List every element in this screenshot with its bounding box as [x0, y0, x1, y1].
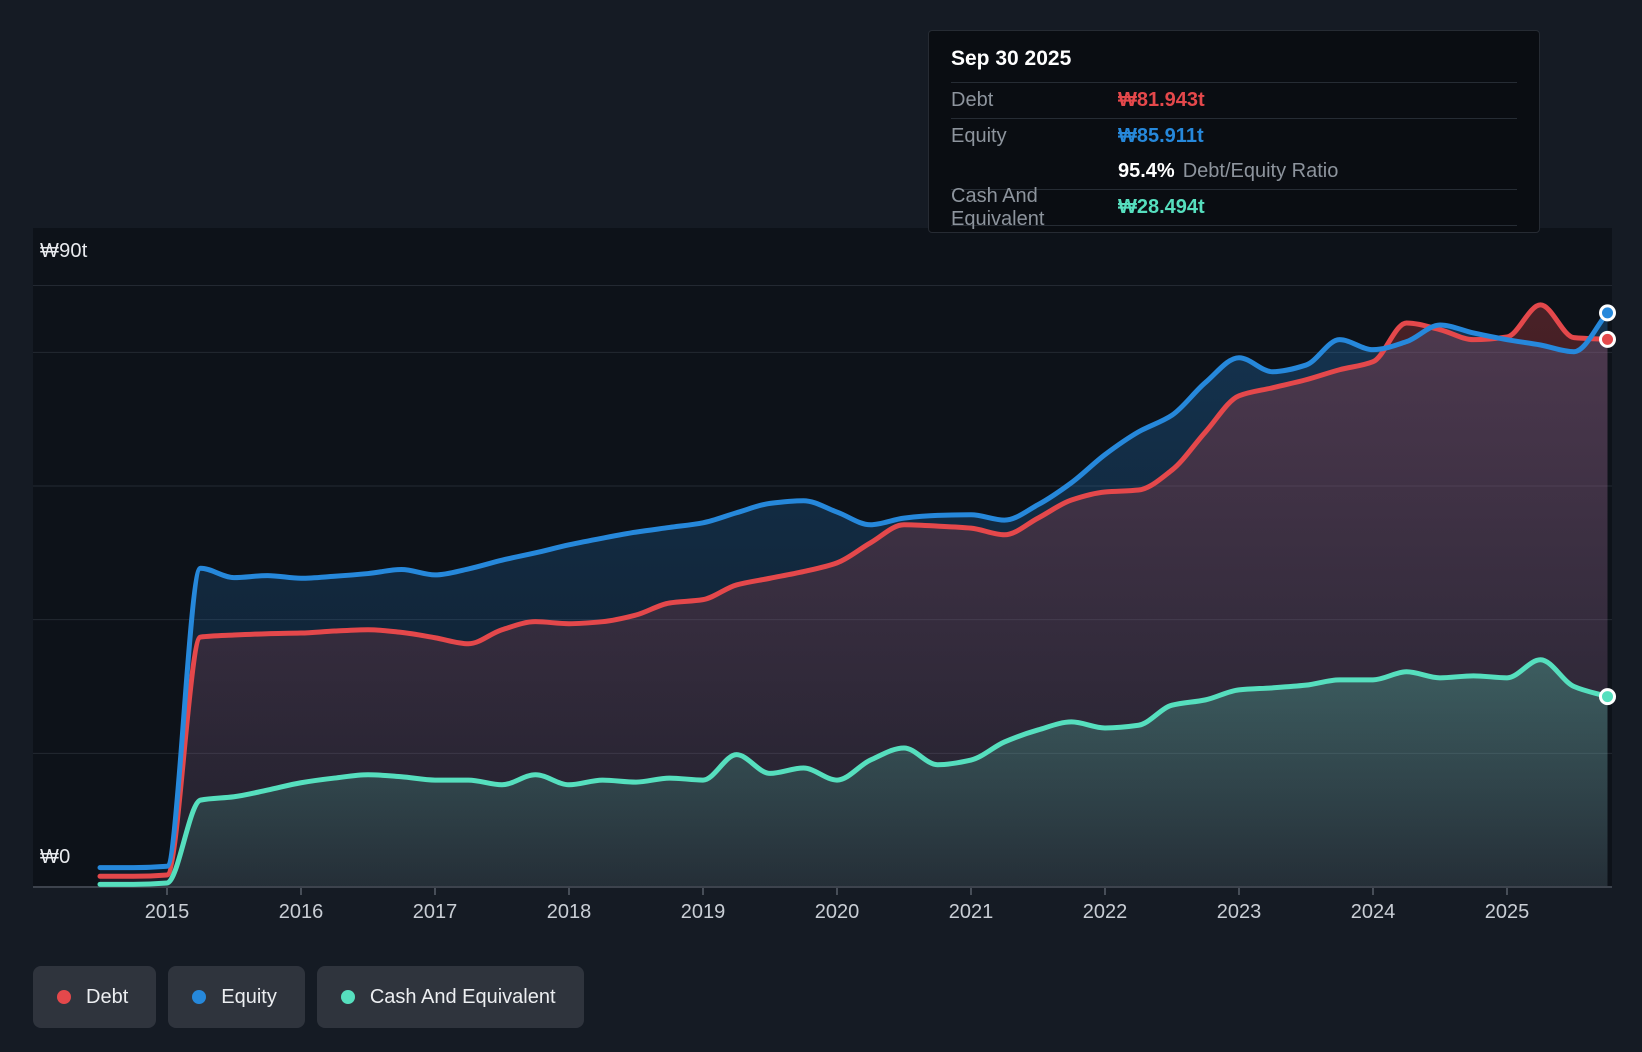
y-axis-label-90t: ₩90t	[40, 240, 88, 262]
tooltip-equity-label: Equity	[951, 125, 1007, 147]
legend-debt-label: Debt	[86, 985, 129, 1008]
cash-line	[97, 657, 1610, 887]
tooltip-row-ratio: 95.4% Debt/Equity Ratio	[951, 154, 1517, 190]
legend-equity-label: Equity	[221, 985, 277, 1008]
x-axis-label-2019: 2019	[680, 901, 726, 923]
tooltip-debt-label: Debt	[951, 89, 994, 111]
x-axis-label-2025: 2025	[1484, 901, 1530, 923]
tooltip-ratio-label: Debt/Equity Ratio	[1182, 160, 1339, 182]
x-axis-label-2020: 2020	[814, 901, 860, 923]
debt-endpoint-marker[interactable]	[1599, 330, 1616, 348]
tooltip-row-equity: Equity ₩85.911t	[951, 119, 1517, 154]
x-axis-label-2024: 2024	[1350, 901, 1396, 923]
legend-item-debt[interactable]: Debt	[33, 966, 157, 1028]
tooltip-row-cash: Cash And Equivalent ₩28.494t	[951, 185, 1517, 230]
x-axis-label-2015: 2015	[144, 901, 190, 923]
tooltip-row-debt: Debt ₩81.943t	[951, 83, 1517, 119]
tooltip-equity-value: ₩85.911t	[1118, 125, 1204, 147]
legend-item-cash[interactable]: Cash And Equivalent	[316, 966, 584, 1028]
x-axis-label-2022: 2022	[1082, 901, 1128, 923]
cash-dot-icon	[340, 990, 355, 1004]
legend: Debt Equity Cash And Equivalent	[33, 966, 584, 1028]
tooltip-date: Sep 30 2025	[951, 31, 1517, 83]
tooltip-debt-value: ₩81.943t	[1118, 89, 1205, 111]
tooltip-cash-label: Cash And Equivalent	[951, 184, 1045, 230]
x-axis-label-2023: 2023	[1216, 901, 1262, 923]
x-axis-label-2018: 2018	[546, 901, 592, 923]
x-axis-label-2016: 2016	[278, 901, 324, 923]
equity-endpoint-marker[interactable]	[1599, 304, 1616, 322]
x-axis-label-2017: 2017	[412, 901, 458, 923]
legend-item-equity[interactable]: Equity	[168, 966, 305, 1028]
debt-line	[97, 302, 1610, 879]
y-axis-label-0: ₩0	[40, 846, 71, 868]
tooltip-ratio-value: 95.4%	[1118, 160, 1175, 182]
legend-cash-label: Cash And Equivalent	[369, 985, 556, 1008]
x-axis-label-2021: 2021	[948, 901, 994, 923]
tooltip-cash-value: ₩28.494t	[1118, 196, 1205, 218]
equity-dot-icon	[192, 990, 207, 1004]
x-axis: 2015 2016 2017 2018 2019 2020 2021 2022 2023 2024…	[0, 901, 1642, 927]
cash-endpoint-marker[interactable]	[1599, 688, 1616, 706]
tooltip-panel: Sep 30 2025 Debt ₩81.943t Equity ₩85.911…	[928, 30, 1540, 233]
equity-line	[97, 310, 1610, 871]
debt-dot-icon	[57, 990, 71, 1004]
